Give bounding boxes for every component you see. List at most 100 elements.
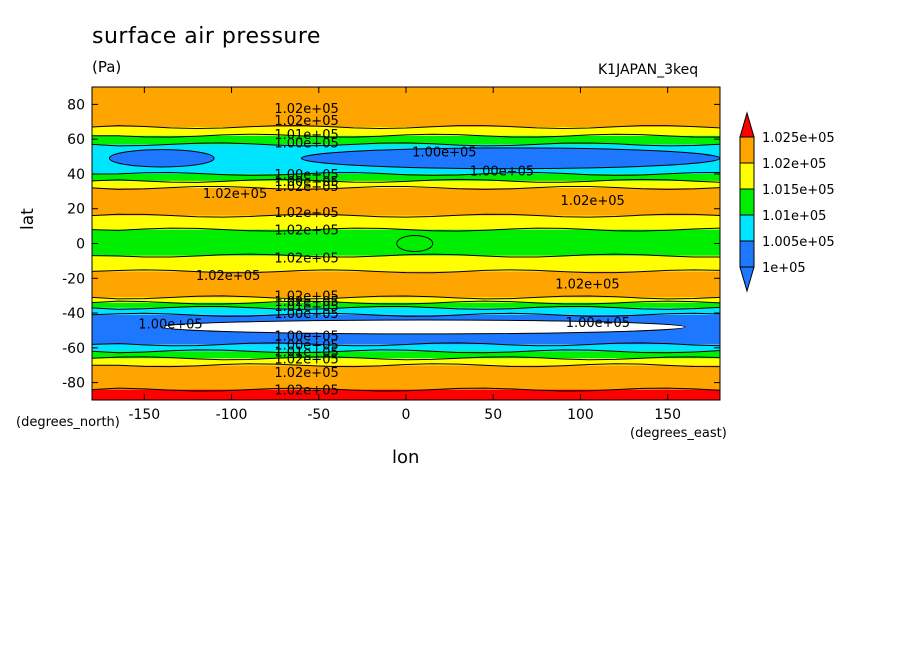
contour-label: 1.02e+05 bbox=[203, 187, 267, 202]
contour-label: 1.02e+05 bbox=[274, 102, 338, 117]
contour-label: 1.02e+05 bbox=[196, 269, 260, 284]
y-tick-label: -40 bbox=[62, 306, 85, 322]
contour-label: 1.02e+05 bbox=[274, 206, 338, 221]
x-tick-label: 100 bbox=[567, 407, 594, 423]
colorbar-label: 1.01e+05 bbox=[762, 209, 826, 224]
chart-title: surface air pressure bbox=[92, 24, 321, 49]
contour-line bbox=[91, 269, 721, 274]
contour-label: 1.00e+05 bbox=[138, 317, 202, 332]
y-tick-label: -20 bbox=[62, 271, 85, 287]
pressure-band-6 bbox=[92, 307, 720, 315]
pressure-band-15 bbox=[92, 173, 720, 181]
contour-line bbox=[91, 300, 721, 305]
contour-label: 1.01e+05 bbox=[274, 128, 338, 143]
y-tick-label: 60 bbox=[67, 132, 85, 148]
colorbar-label: 1e+05 bbox=[762, 261, 806, 276]
colorbar-arrow-bottom bbox=[739, 266, 755, 293]
y-axis-units: (degrees_north) bbox=[16, 415, 120, 430]
contour-label: 1.00e+05 bbox=[274, 330, 338, 345]
contour-label: 1.00e+05 bbox=[274, 137, 338, 152]
x-axis-label: lon bbox=[392, 447, 420, 468]
contour-label: 1.02e+05 bbox=[560, 194, 624, 209]
contour-label: 1.00e+05 bbox=[274, 175, 338, 190]
contour-line bbox=[91, 342, 721, 347]
contour-label: 1.00e+05 bbox=[566, 316, 630, 331]
contour-label: 1.02e+05 bbox=[274, 295, 338, 310]
contour-label: 1.02e+05 bbox=[274, 180, 338, 195]
pressure-band-19 bbox=[92, 87, 720, 127]
colorbar-segment bbox=[739, 214, 755, 242]
contour-line bbox=[91, 253, 721, 258]
y-tick-label: 20 bbox=[67, 202, 85, 218]
contour-line bbox=[91, 312, 721, 317]
contour-label: 1.02e+05 bbox=[274, 114, 338, 129]
x-tick-label: -100 bbox=[216, 407, 248, 423]
contour-label: 1.02e+05 bbox=[274, 366, 338, 381]
y-tick-label: 0 bbox=[76, 237, 85, 253]
contour-label: 1.01e+05 bbox=[274, 300, 338, 315]
contour-label: 1.01e+05 bbox=[274, 345, 338, 360]
pressure-band-13 bbox=[92, 187, 720, 216]
contour-label: 1.00e+05 bbox=[274, 168, 338, 183]
contour-line bbox=[91, 295, 721, 300]
colorbar-label: 1.005e+05 bbox=[762, 235, 835, 250]
contour-line bbox=[91, 349, 721, 354]
contour-label: 1.02e+05 bbox=[274, 290, 338, 305]
pressure-band-4 bbox=[92, 344, 720, 352]
pressure-band-8 bbox=[92, 297, 720, 303]
pressure-band-1 bbox=[92, 365, 720, 390]
colorbar-segment bbox=[739, 136, 755, 164]
contour-line bbox=[91, 142, 721, 147]
contour-label: 1.00e+05 bbox=[412, 145, 476, 160]
contour-line bbox=[91, 125, 721, 129]
colorbar-segment bbox=[739, 240, 755, 268]
x-tick-label: -50 bbox=[307, 407, 330, 423]
contour-label: 1.02e+05 bbox=[274, 251, 338, 266]
colorbar-arrow-top bbox=[739, 111, 755, 138]
y-tick-label: 80 bbox=[67, 97, 85, 113]
x-tick-label: 150 bbox=[654, 407, 681, 423]
colorbar-label: 1.02e+05 bbox=[762, 157, 826, 172]
colorbar-segment bbox=[739, 162, 755, 190]
pressure-band-18 bbox=[92, 126, 720, 136]
dataset-name: K1JAPAN_3keq bbox=[598, 62, 699, 78]
contour-label: 1.00e+05 bbox=[274, 307, 338, 322]
contour-line bbox=[91, 172, 721, 176]
x-tick-label: -150 bbox=[128, 407, 160, 423]
chart-units: (Pa) bbox=[92, 58, 122, 76]
contour-label: 1.02e+05 bbox=[274, 384, 338, 399]
pressure-band-7 bbox=[92, 302, 720, 308]
colorbar-label: 1.025e+05 bbox=[762, 131, 835, 146]
contour-line bbox=[91, 363, 721, 368]
low-pressure-cell-2 bbox=[161, 319, 686, 335]
pressure-band-3 bbox=[92, 351, 720, 359]
contour-line bbox=[91, 185, 721, 190]
pressure-band-12 bbox=[92, 215, 720, 230]
pressure-band-14 bbox=[92, 180, 720, 188]
equatorial-contour bbox=[396, 235, 434, 252]
pressure-band-17 bbox=[92, 135, 720, 145]
colorbar-label: 1.015e+05 bbox=[762, 183, 835, 198]
low-pressure-cell-0 bbox=[108, 149, 215, 168]
contour-line bbox=[91, 227, 721, 232]
x-axis-units: (degrees_east) bbox=[630, 426, 727, 441]
contour-label: 1.02e+05 bbox=[274, 352, 338, 367]
contour-line bbox=[91, 305, 721, 310]
pressure-band-11 bbox=[92, 229, 720, 256]
colorbar-segment bbox=[739, 188, 755, 216]
x-tick-label: 0 bbox=[402, 407, 411, 423]
x-tick-label: 50 bbox=[484, 407, 502, 423]
pressure-band-2 bbox=[92, 358, 720, 366]
contour-label: 1.00e+05 bbox=[470, 164, 534, 179]
y-tick-label: -80 bbox=[62, 376, 85, 392]
contour-line bbox=[91, 356, 721, 361]
contour-line bbox=[91, 213, 721, 218]
contour-label: 1.02e+05 bbox=[274, 224, 338, 239]
y-tick-label: -60 bbox=[62, 341, 85, 357]
contour-line bbox=[91, 133, 721, 138]
contour-line bbox=[91, 178, 721, 183]
contour-label: 1.00e+05 bbox=[274, 338, 338, 353]
contour-label: 1.02e+05 bbox=[555, 277, 619, 292]
pressure-band-10 bbox=[92, 255, 720, 272]
